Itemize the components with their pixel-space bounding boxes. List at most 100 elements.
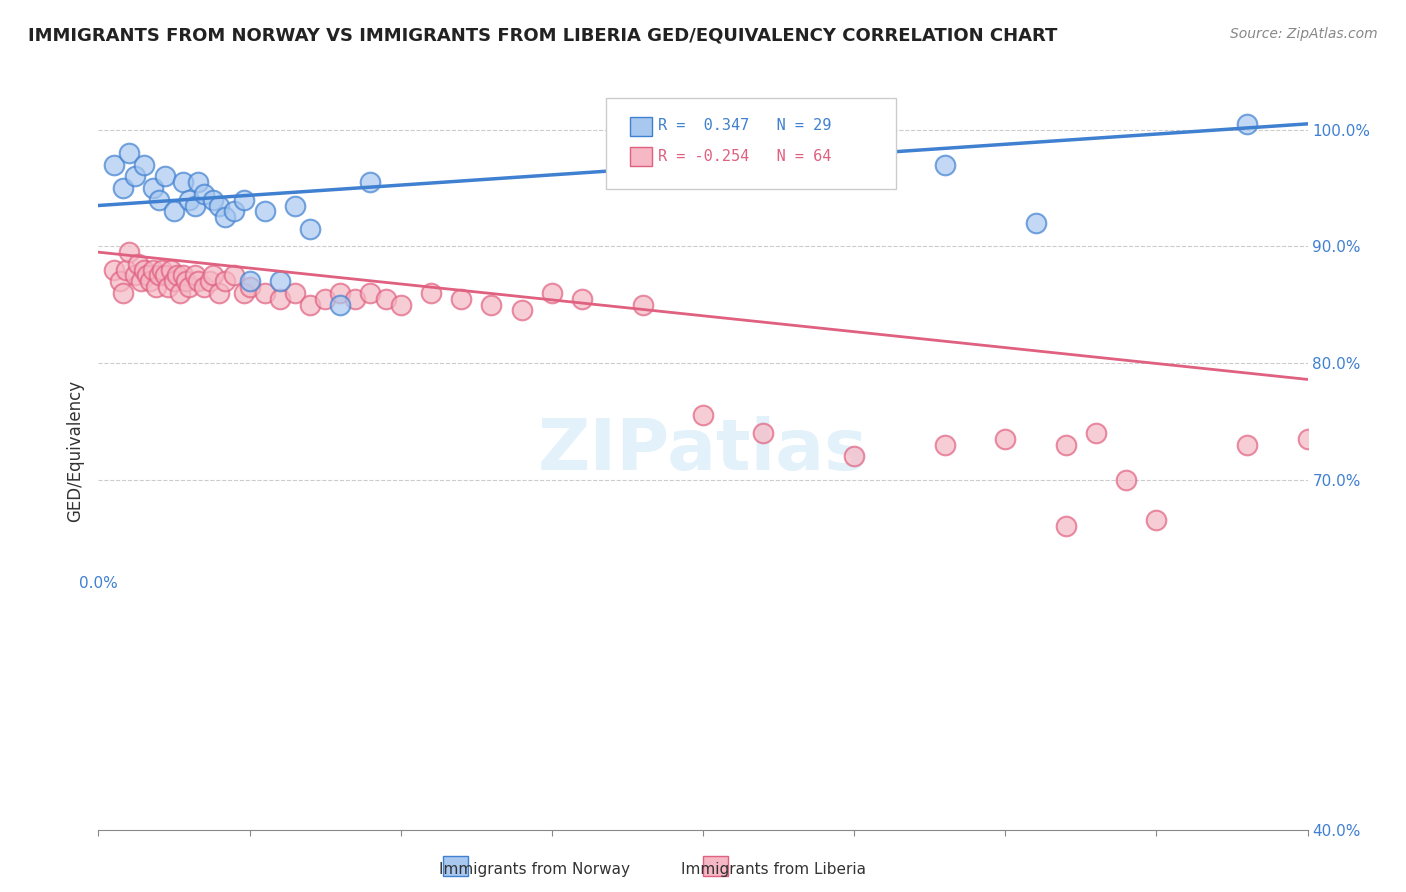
Point [420,285,443,300]
Point [132,262,155,277]
Point [1236,117,1258,131]
Point [1085,425,1108,440]
Point [200,274,222,288]
Point [114,262,136,277]
Text: Immigrants from Liberia: Immigrants from Liberia [681,863,866,877]
Text: R =  0.347   N = 29: R = 0.347 N = 29 [658,119,831,134]
Point [1024,216,1046,230]
Text: Source: ZipAtlas.com: Source: ZipAtlas.com [1230,27,1378,41]
Point [202,268,225,283]
Point [1054,519,1077,533]
Point [360,175,382,189]
Point [994,432,1017,446]
Point [124,169,146,184]
Point [344,292,367,306]
Point [1296,432,1319,446]
Text: 0.0%: 0.0% [79,575,118,591]
Text: R = -0.254   N = 64: R = -0.254 N = 64 [658,149,831,164]
Point [844,450,866,464]
Point [163,204,186,219]
Bar [630,117,652,136]
Point [184,198,207,212]
Point [571,292,593,306]
Bar [443,856,468,876]
Point [169,285,191,300]
Point [166,268,188,283]
Point [269,292,291,306]
Point [752,425,775,440]
Point [153,268,176,283]
Point [284,198,307,212]
Point [314,292,336,306]
Point [160,262,183,277]
Point [108,274,131,288]
Text: IMMIGRANTS FROM NORWAY VS IMMIGRANTS FROM LIBERIA GED/EQUIVALENCY CORRELATION CH: IMMIGRANTS FROM NORWAY VS IMMIGRANTS FRO… [28,27,1057,45]
Point [934,158,956,172]
Point [139,274,162,288]
Point [329,285,352,300]
Point [124,268,146,283]
Point [187,274,209,288]
Point [232,285,254,300]
Point [118,245,141,260]
Point [142,181,165,195]
Point [224,268,246,283]
Point [239,280,262,294]
Point [118,146,141,161]
Point [360,285,382,300]
Point [132,158,155,172]
Point [208,198,231,212]
Point [692,409,714,423]
Point [481,298,503,312]
Point [214,274,236,288]
Point [510,303,533,318]
Point [540,285,562,300]
Point [156,280,179,294]
Point [450,292,472,306]
Point [187,175,209,189]
Bar [703,856,728,876]
Point [153,169,176,184]
Point [232,193,254,207]
Point [179,280,201,294]
Point [299,298,322,312]
Point [172,268,194,283]
Point [299,222,322,236]
Point [253,204,276,219]
Point [103,158,125,172]
Point [1236,437,1258,451]
Point [163,274,186,288]
Bar [630,147,652,166]
Point [269,274,291,288]
Point [103,262,125,277]
Point [172,175,194,189]
Point [208,285,231,300]
Point [111,285,134,300]
Point [148,193,170,207]
Point [284,285,307,300]
Point [135,268,157,283]
Point [111,181,134,195]
Point [150,262,173,277]
Point [1054,437,1077,451]
Point [1327,437,1350,451]
Point [184,268,207,283]
Point [239,274,262,288]
Point [142,262,165,277]
Point [193,186,215,201]
Point [179,193,201,207]
FancyBboxPatch shape [606,98,897,189]
Point [1115,473,1137,487]
Text: Immigrants from Norway: Immigrants from Norway [439,863,630,877]
Point [202,193,225,207]
Point [329,298,352,312]
Point [1144,513,1167,527]
Point [224,204,246,219]
Point [193,280,215,294]
Point [253,285,276,300]
Point [174,274,197,288]
Point [129,274,152,288]
Point [374,292,396,306]
Point [127,257,149,271]
Point [389,298,412,312]
